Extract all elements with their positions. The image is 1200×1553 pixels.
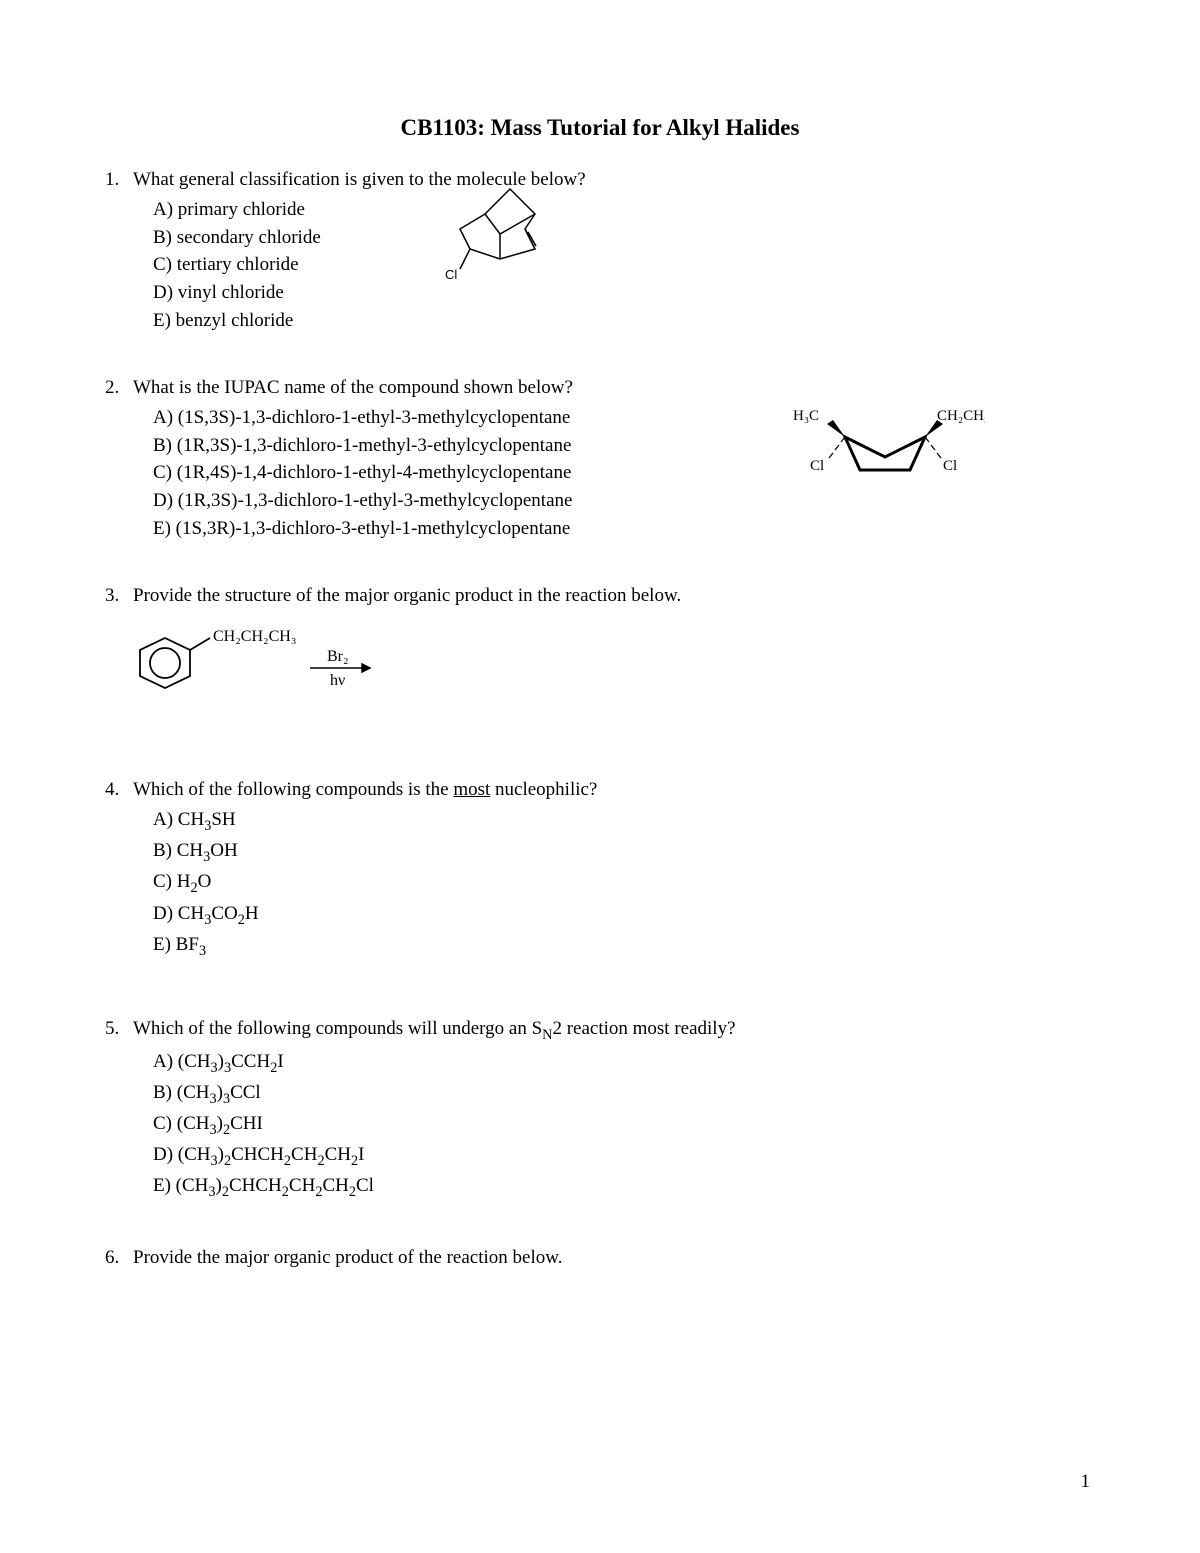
option-b: B) secondary chloride [153,225,1095,251]
question-text: What general classification is given to … [133,169,1095,191]
question-5: 5. Which of the following compounds will… [105,1018,1095,1205]
option-c: C) tertiary chloride [153,252,1095,278]
option-c: C) H2O [153,869,1095,898]
cl-label-left: Cl [810,458,824,474]
option-a: A) CH3SH [153,807,1095,836]
cl-label-right: Cl [943,458,957,474]
question-number: 2. [105,377,133,399]
question-number: 3. [105,585,133,607]
condition-label: hν [330,672,345,689]
option-d: D) (CH3)2CHCH2CH2CH2I [153,1142,1095,1171]
option-a: A) primary chloride [153,197,1095,223]
question-1: 1. What general classification is given … [105,169,1095,335]
question-text: Which of the following compounds will un… [133,1018,1095,1044]
question-number: 5. [105,1018,133,1040]
question-number: 4. [105,779,133,801]
page-title: CB1103: Mass Tutorial for Alkyl Halides [105,115,1095,141]
question-text: What is the IUPAC name of the compound s… [133,377,1095,399]
ch2ch3-label: CH₂CH₃ [937,408,985,424]
question-4: 4. Which of the following compounds is t… [105,779,1095,962]
cl-label: Cl [445,267,457,282]
option-e: E) BF3 [153,932,1095,961]
benzene-reaction-diagram: CH₂CH₂CH₃ Br₂ hν [135,623,1095,719]
cyclopentane-structure-diagram: H₃C Cl CH₂CH₃ Cl [785,402,985,498]
option-c: C) (CH3)2CHI [153,1111,1095,1140]
question-number: 1. [105,169,133,191]
option-e: E) (CH3)2CHCH2CH2CH2Cl [153,1173,1095,1202]
question-text: Provide the structure of the major organ… [133,585,1095,607]
question-number: 6. [105,1247,133,1269]
question-text: Which of the following compounds is the … [133,779,1095,801]
question-3: 3. Provide the structure of the major or… [105,585,1095,719]
option-d: D) CH3CO2H [153,901,1095,930]
substituent-label: CH₂CH₂CH₃ [213,628,296,645]
page-number: 1 [1081,1471,1091,1493]
option-b: B) CH3OH [153,838,1095,867]
bicyclic-structure-diagram: Cl [435,179,565,295]
option-a: A) (CH3)3CCH2I [153,1049,1095,1078]
question-text: Provide the major organic product of the… [133,1247,1095,1269]
question-2: 2. What is the IUPAC name of the compoun… [105,377,1095,543]
h3c-label: H₃C [793,408,819,424]
reagent-label: Br₂ [327,648,349,665]
option-e: E) (1S,3R)-1,3-dichloro-3-ethyl-1-methyl… [153,516,1095,542]
option-d: D) vinyl chloride [153,280,1095,306]
question-6: 6. Provide the major organic product of … [105,1247,1095,1275]
option-b: B) (CH3)3CCl [153,1080,1095,1109]
option-e: E) benzyl chloride [153,308,1095,334]
